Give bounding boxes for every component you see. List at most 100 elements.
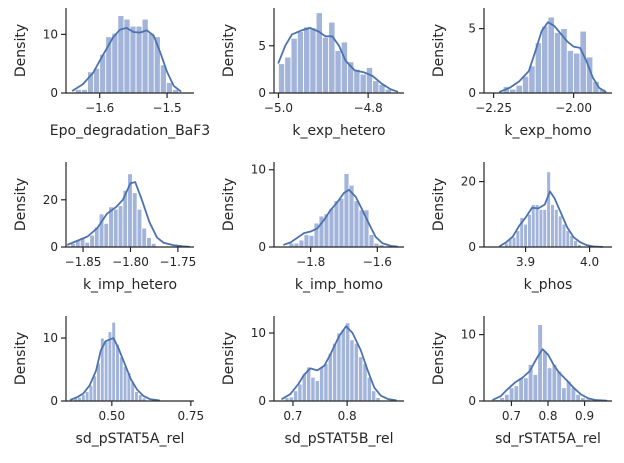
y-tick-label: 5 [468, 22, 476, 36]
histogram-bar [522, 75, 530, 94]
histogram-bar [134, 391, 139, 402]
histogram-bar [333, 200, 340, 248]
histogram-bar [579, 30, 587, 94]
x-axis-label: Epo_degradation_BaF3 [50, 123, 210, 139]
x-tick-label: 0.8 [538, 409, 557, 423]
histogram-bar [278, 63, 286, 94]
histogram-bar [88, 384, 94, 402]
histogram-bar [349, 339, 355, 402]
x-tick-label: −1.85 [65, 255, 102, 269]
histogram-bar [111, 321, 117, 402]
histogram-bar [511, 236, 517, 248]
y-tick-label: 20 [43, 193, 58, 207]
subplot-3: −2.25 −2.00 0 5 k_exp_homo Density [431, 8, 612, 139]
histogram-bar [135, 25, 143, 94]
x-tick-label: −2.00 [555, 101, 592, 115]
histogram-bar [345, 322, 351, 402]
histogram-bar [546, 367, 553, 402]
subplot-7: 0.50 0.75 0 10 sd_pSTAT5A_rel Density [13, 316, 204, 447]
histogram-bar [518, 377, 524, 402]
histogram-bar [136, 208, 143, 248]
histogram-bar [573, 52, 581, 94]
histogram-bar [542, 208, 548, 248]
subplot-6: 3.9 4.0 0 20 k_phos Density [431, 162, 612, 293]
histogram-bar [146, 237, 152, 248]
x-tick-label: 0.7 [502, 409, 521, 423]
histogram-bar [298, 239, 305, 248]
histogram-bar [327, 352, 333, 402]
histogram-bar [554, 32, 562, 94]
subplot-1: −1.6 −1.5 0 10 Epo_degradation_BaF3 Density [13, 8, 210, 139]
subplot-9: 0.7 0.8 0.9 0 10 sd_rSTAT5A_rel Density [431, 316, 612, 447]
y-tick-label: 10 [43, 27, 58, 41]
y-axis-label: Density [221, 178, 237, 231]
x-tick-label: 0.50 [98, 409, 125, 423]
histogram-bar [515, 84, 523, 94]
y-tick-label: 10 [461, 328, 476, 342]
y-tick-label: 0 [258, 86, 266, 100]
x-tick-label: 3.9 [516, 255, 535, 269]
histogram-bar [332, 342, 338, 402]
histogram-bar [340, 329, 346, 402]
histogram-bar [551, 364, 558, 402]
kde-line [67, 181, 191, 248]
kde-line [499, 190, 604, 248]
histogram-bar [532, 374, 539, 402]
y-tick-label: 5 [258, 39, 266, 53]
histogram-bar [343, 173, 350, 248]
histogram-bar [147, 32, 155, 94]
histogram-bar [131, 192, 138, 248]
histogram-bar [119, 356, 124, 402]
histogram-bar [573, 240, 578, 248]
histogram-bar [303, 26, 311, 94]
y-tick-label: 0 [468, 394, 476, 408]
subplot-8: 0.7 0.8 0 10 sd_pSTAT5B_rel Density [221, 316, 404, 447]
kde-line [277, 26, 399, 93]
histogram-bar [328, 21, 336, 94]
histogram-bar [565, 230, 571, 248]
histogram-bar [365, 67, 374, 94]
histogram-bar [122, 365, 128, 402]
histogram-bar [353, 200, 360, 248]
y-tick-label: 0 [50, 240, 58, 254]
kde-line [69, 337, 161, 402]
histogram-bar [515, 230, 521, 248]
histogram-bar [284, 56, 292, 94]
y-axis-label: Density [431, 332, 447, 385]
histogram-bar [308, 235, 315, 248]
histogram-bar [165, 82, 173, 94]
x-tick-label: 0.75 [177, 409, 204, 423]
histogram-bar [557, 215, 563, 248]
kde-line [71, 27, 182, 93]
histogram-bar [113, 208, 119, 248]
histogram-bar [103, 340, 109, 402]
y-tick-label: 20 [461, 175, 476, 189]
y-axis-label: Density [13, 24, 29, 77]
subplot-5: −1.8 −1.6 0 10 k_imp_homo Density [221, 162, 404, 293]
histogram-bar [358, 209, 365, 248]
y-tick-label: 0 [50, 394, 58, 408]
histogram-bar [92, 375, 98, 402]
y-axis-label: Density [221, 332, 237, 385]
x-tick-label: −1.6 [85, 101, 114, 115]
histogram-bar [359, 73, 367, 94]
histogram-bar [336, 332, 342, 402]
histogram-bar [358, 356, 364, 402]
y-tick-label: 10 [251, 326, 266, 340]
histogram-bar [353, 68, 361, 94]
histogram-bar [338, 197, 345, 248]
x-axis-label: sd_pSTAT5A_rel [76, 431, 185, 447]
histogram-bar [523, 223, 528, 248]
histogram-bar [107, 331, 113, 402]
histogram-bar [546, 171, 551, 248]
histogram-bar [561, 223, 567, 248]
x-tick-label: −1.75 [159, 255, 196, 269]
histogram-bar [328, 207, 335, 248]
kde-line [281, 325, 397, 402]
histogram-bar [89, 234, 95, 248]
histogram-bar [315, 12, 323, 94]
x-axis-label: k_imp_hetero [83, 277, 177, 293]
x-tick-label: 0.7 [283, 409, 302, 423]
kde-line [283, 188, 399, 248]
histogram-bar [115, 343, 120, 402]
